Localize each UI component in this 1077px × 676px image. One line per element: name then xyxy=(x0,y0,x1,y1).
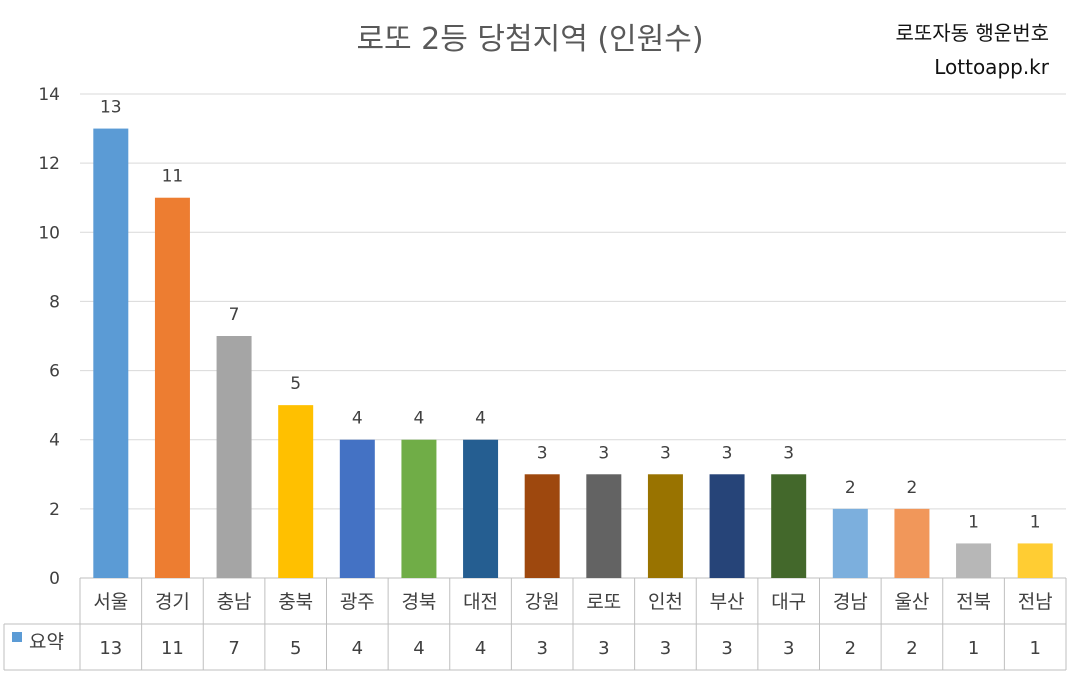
category-label: 서울 xyxy=(93,591,128,613)
brand-block: 로또자동 행운번호 Lottoapp.kr xyxy=(895,18,1049,82)
data-label: 4 xyxy=(475,409,486,429)
data-label: 2 xyxy=(845,478,856,498)
data-label: 2 xyxy=(907,478,918,498)
data-label: 13 xyxy=(100,98,122,118)
bar xyxy=(154,197,190,578)
data-label: 1 xyxy=(968,512,979,532)
data-label: 3 xyxy=(598,443,609,463)
y-tick-label: 4 xyxy=(49,431,60,451)
data-label: 3 xyxy=(537,443,548,463)
data-label: 1 xyxy=(1030,512,1041,532)
table-value: 3 xyxy=(536,638,547,659)
table-value: 7 xyxy=(228,638,239,659)
category-label: 충남 xyxy=(217,591,252,613)
y-tick-label: 8 xyxy=(49,292,60,312)
bar xyxy=(956,543,992,578)
bar xyxy=(832,508,868,578)
legend-label: 요약 xyxy=(29,631,64,653)
category-label: 경기 xyxy=(155,591,190,613)
table-value: 3 xyxy=(660,638,671,659)
category-label: 경북 xyxy=(401,591,436,613)
bar xyxy=(647,474,683,578)
table-value: 11 xyxy=(161,638,184,659)
data-label: 11 xyxy=(162,167,184,187)
category-label: 로또 xyxy=(586,591,621,613)
table-value: 2 xyxy=(906,638,917,659)
table-value: 13 xyxy=(99,638,122,659)
category-label: 전북 xyxy=(956,591,991,613)
bar xyxy=(93,128,129,579)
table-value: 4 xyxy=(352,638,363,659)
y-tick-label: 2 xyxy=(49,500,60,520)
legend-swatch xyxy=(12,632,22,642)
table-value: 2 xyxy=(845,638,856,659)
data-label: 3 xyxy=(722,443,733,463)
y-tick-label: 12 xyxy=(38,154,60,174)
chart-title: 로또 2등 당첨지역 (인원수) xyxy=(356,22,704,57)
category-label: 인천 xyxy=(648,591,683,613)
category-label: 광주 xyxy=(340,591,375,613)
y-tick-label: 10 xyxy=(38,223,60,243)
data-label: 5 xyxy=(290,374,301,394)
table-value: 3 xyxy=(598,638,609,659)
data-label: 3 xyxy=(783,443,794,463)
bar xyxy=(709,474,745,578)
bar xyxy=(1017,543,1053,578)
category-label: 경남 xyxy=(833,591,868,613)
data-label: 4 xyxy=(352,409,363,429)
bar xyxy=(524,474,560,578)
bar xyxy=(216,336,252,578)
category-label: 강원 xyxy=(525,591,560,613)
table-value: 4 xyxy=(475,638,486,659)
bar xyxy=(278,405,314,578)
category-label: 부산 xyxy=(710,591,745,613)
brand-line-2: Lottoapp.kr xyxy=(934,55,1049,79)
table-value: 1 xyxy=(1029,638,1040,659)
data-label: 4 xyxy=(414,409,425,429)
bar xyxy=(894,508,930,578)
data-label: 7 xyxy=(229,305,240,325)
y-tick-label: 0 xyxy=(49,569,60,589)
category-label: 대구 xyxy=(771,591,806,613)
y-tick-label: 6 xyxy=(49,362,60,382)
table-value: 1 xyxy=(968,638,979,659)
bar xyxy=(463,439,499,578)
bar xyxy=(586,474,622,578)
category-label: 충북 xyxy=(278,591,313,613)
table-value: 5 xyxy=(290,638,301,659)
table-value: 3 xyxy=(783,638,794,659)
y-tick-label: 14 xyxy=(38,85,60,105)
brand-line-1: 로또자동 행운번호 xyxy=(895,21,1049,45)
bar xyxy=(401,439,437,578)
table-value: 3 xyxy=(721,638,732,659)
category-label: 대전 xyxy=(463,591,498,613)
data-label: 3 xyxy=(660,443,671,463)
bar xyxy=(339,439,375,578)
category-label: 전남 xyxy=(1018,591,1053,613)
bar xyxy=(771,474,807,578)
table-value: 4 xyxy=(413,638,424,659)
category-label: 울산 xyxy=(894,591,929,613)
